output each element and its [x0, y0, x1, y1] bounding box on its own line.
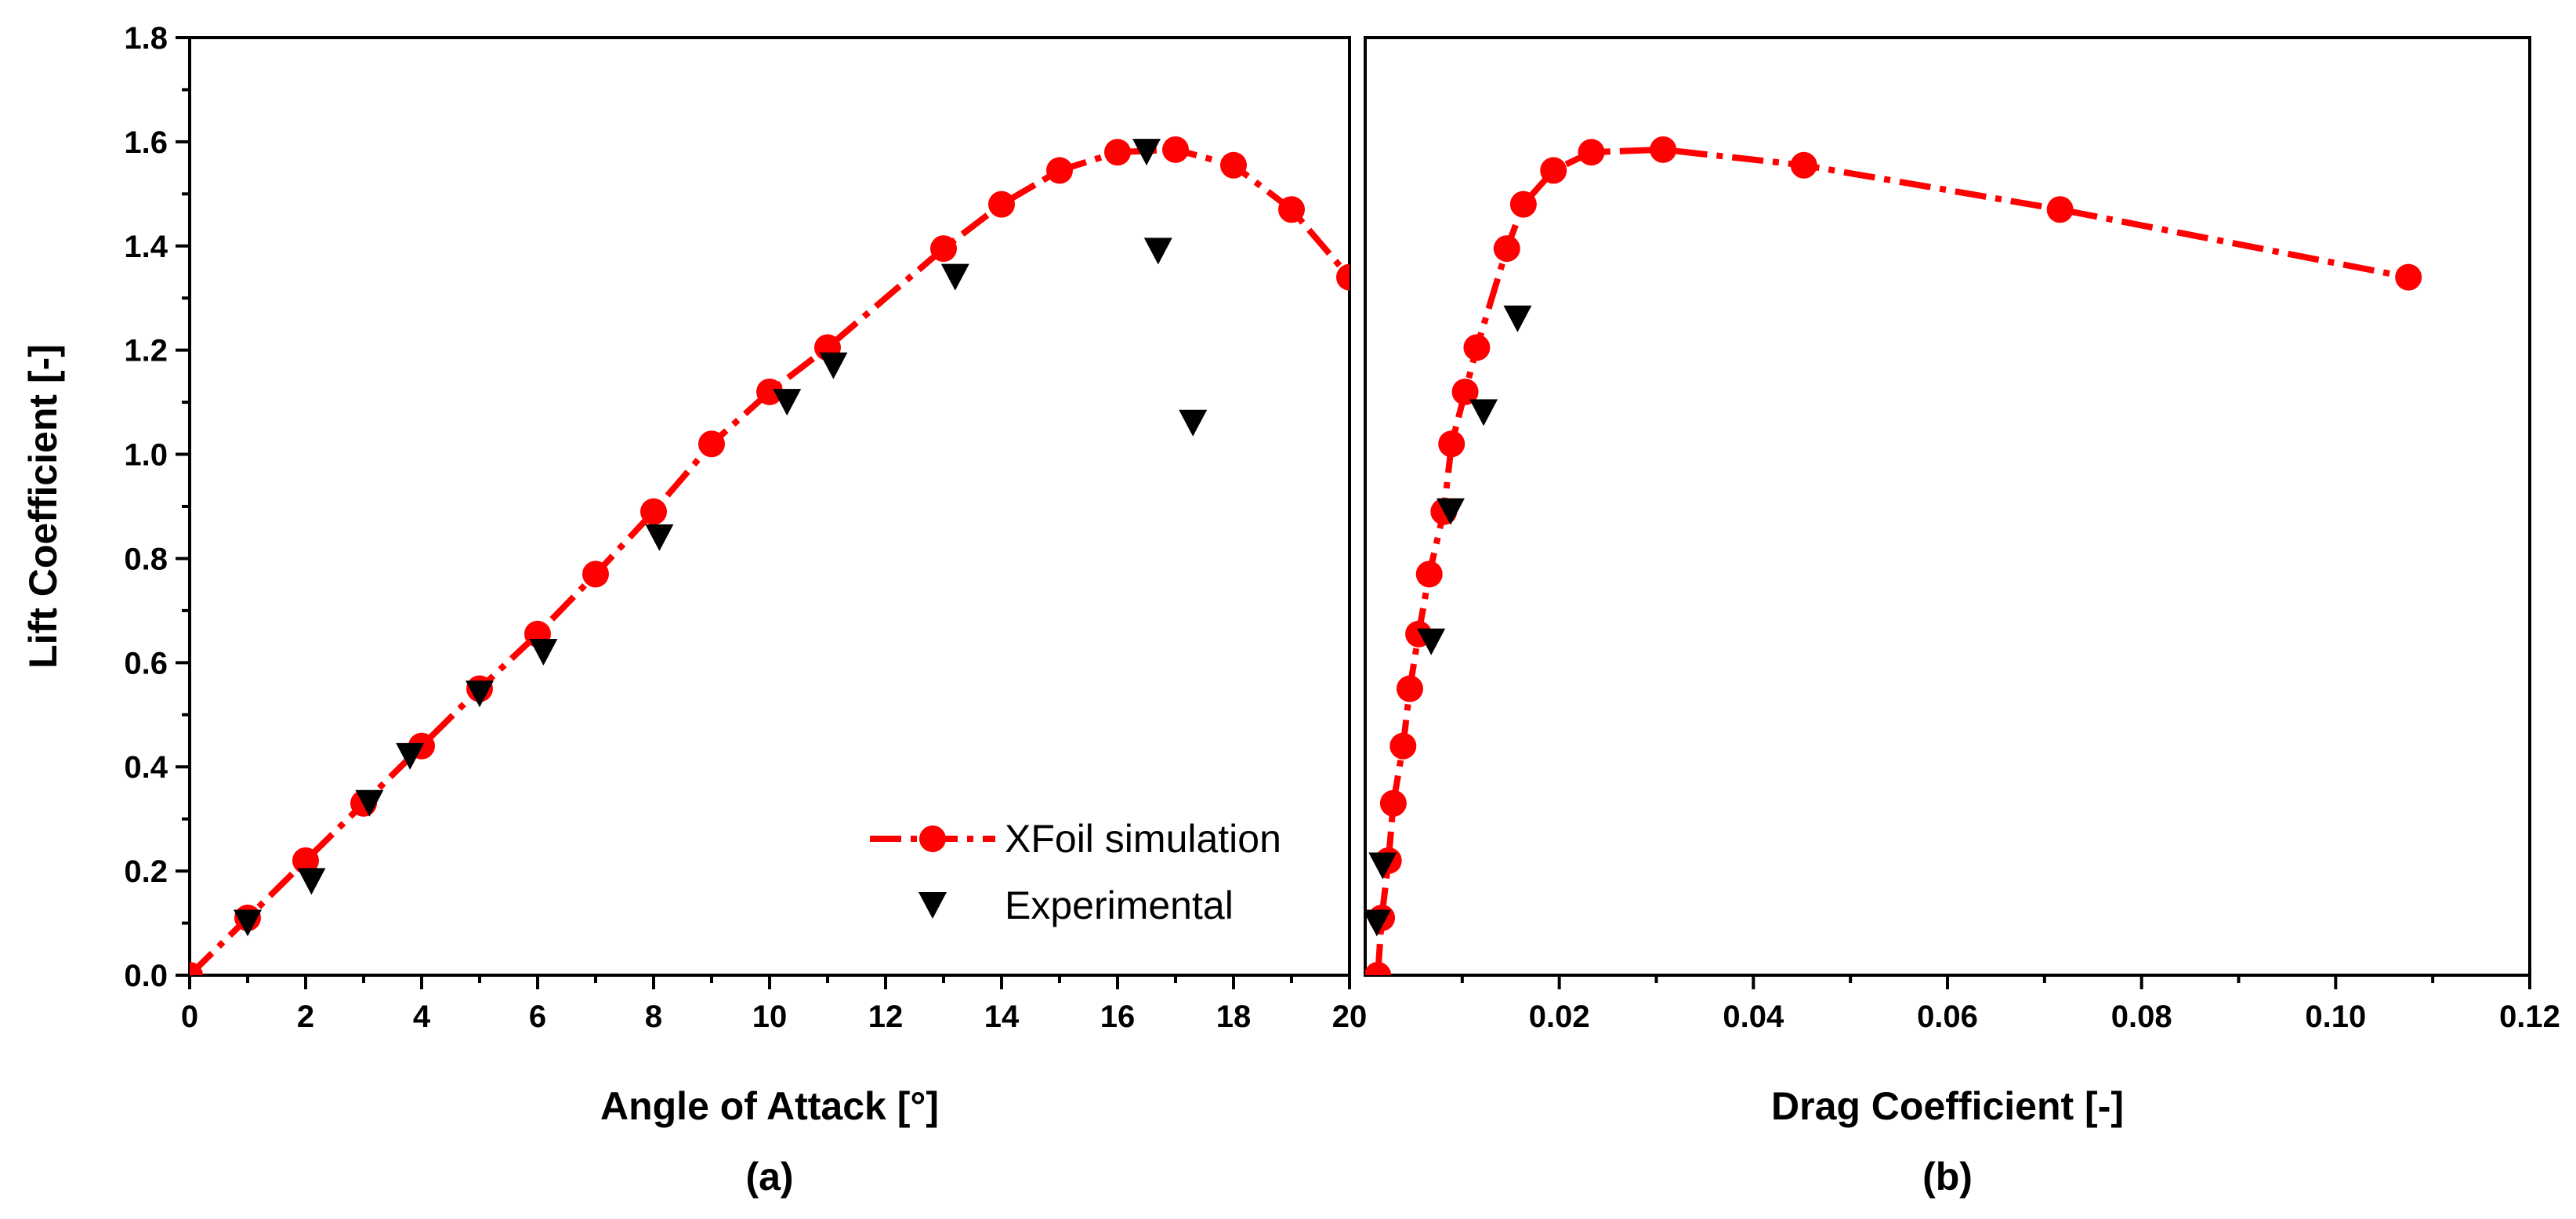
x-tick-label: 16 [1100, 1000, 1136, 1034]
data-point [1143, 238, 1172, 265]
data-point [698, 430, 725, 458]
data-point [819, 352, 848, 379]
legend-label-xfoil: XFoil simulation [1005, 817, 1281, 861]
data-point [2395, 263, 2422, 291]
x-axis-title: Drag Coefficient [-] [1771, 1084, 2124, 1128]
data-point [355, 789, 384, 817]
y-tick-label: 1.8 [124, 21, 168, 56]
data-point [1104, 139, 1131, 166]
x-tick-label: 14 [984, 1000, 1020, 1034]
data-point [1220, 151, 1247, 179]
data-point [773, 389, 802, 416]
data-point [1415, 561, 1443, 588]
data-point [1540, 157, 1567, 184]
data-point [1389, 732, 1417, 760]
data-point [756, 378, 783, 405]
data-point [1417, 628, 1446, 655]
x-tick-label: 0.06 [1917, 1000, 1978, 1034]
x-tick-label: 0.10 [2305, 1000, 2366, 1034]
x-tick-label: 0.08 [2111, 1000, 2172, 1034]
data-point [1438, 430, 1466, 458]
data-point [1396, 675, 1423, 702]
x-tick-label: 20 [1332, 1000, 1368, 1034]
data-point [940, 263, 969, 291]
data-point [1451, 378, 1479, 405]
series-xfoil [190, 136, 1350, 975]
data-point [988, 190, 1015, 218]
x-tick-label: 18 [1216, 1000, 1252, 1034]
data-point [1368, 852, 1397, 880]
x-tick-label: 2 [297, 1000, 314, 1034]
legend-marker-xfoil [919, 825, 946, 852]
data-point [640, 498, 667, 525]
data-point [1365, 909, 1391, 937]
data-point [190, 962, 203, 975]
y-tick-label: 1.0 [124, 438, 168, 473]
y-axis-title: Lift Coefficient [-] [21, 344, 65, 669]
panel-label: (b) [1922, 1155, 1973, 1199]
data-point [529, 639, 558, 666]
data-point [1509, 190, 1537, 218]
series-experimental [1365, 305, 1532, 937]
y-tick-label: 1.6 [124, 125, 168, 160]
x-tick-label: 6 [529, 1000, 546, 1034]
x-tick-label: 0.12 [2499, 1000, 2560, 1034]
y-tick-label: 0.2 [124, 854, 168, 889]
data-point [930, 235, 957, 263]
data-point [297, 868, 326, 895]
x-tick-label: 0 [181, 1000, 198, 1034]
y-tick-label: 1.4 [124, 230, 168, 264]
x-tick-label: 8 [645, 1000, 662, 1034]
panel-b: 0.02 0.04 0.06 0.08 0.10 0.12 Drag Coefficient… [1364, 36, 2560, 1199]
data-point [1365, 962, 1392, 975]
data-point [1179, 409, 1208, 437]
x-tick-label: 0.04 [1723, 1000, 1784, 1034]
plot-area [1365, 136, 2422, 975]
data-point [1336, 263, 1350, 291]
data-point [582, 561, 609, 588]
data-point [466, 680, 494, 708]
data-point [1046, 157, 1073, 184]
data-point [1162, 136, 1189, 163]
data-point [2046, 196, 2074, 223]
x-axis-title: Angle of Attack [°] [600, 1084, 939, 1128]
legend-marker-experimental [918, 892, 947, 919]
x-tick-label: 4 [413, 1000, 431, 1034]
y-tick-label: 0.4 [124, 750, 168, 785]
data-point [292, 847, 319, 874]
x-tick-label: 12 [868, 1000, 904, 1034]
panel-a: 0 2 4 6 8 10 12 14 16 18 20 0.0 0.2 0.4 0.6 0.8 1.0 1.2 1.… [21, 21, 1367, 1199]
y-tick-label: 0.0 [124, 959, 168, 993]
data-point [396, 742, 425, 770]
data-point [1436, 498, 1465, 525]
y-tick-label: 0.8 [124, 542, 168, 576]
data-point [1278, 196, 1305, 223]
plot-area [190, 136, 1350, 975]
data-point [1650, 136, 1677, 163]
data-point [1578, 139, 1605, 166]
legend: XFoil simulation Experimental [870, 817, 1281, 927]
data-point [1503, 305, 1532, 332]
x-tick-label: 10 [752, 1000, 788, 1034]
data-point [234, 909, 262, 937]
legend-label-experimental: Experimental [1005, 883, 1234, 927]
data-point [1790, 151, 1817, 179]
data-point [645, 524, 674, 551]
data-point [1132, 139, 1161, 166]
series-experimental [234, 139, 1208, 937]
panel-label: (a) [745, 1155, 793, 1199]
x-tick-label: 0.02 [1529, 1000, 1590, 1034]
data-point [1469, 399, 1498, 426]
y-tick-label: 0.6 [124, 646, 168, 680]
data-point [1379, 789, 1407, 817]
data-point [1463, 334, 1491, 361]
data-point [1493, 235, 1520, 263]
y-tick-label: 1.2 [124, 334, 168, 368]
